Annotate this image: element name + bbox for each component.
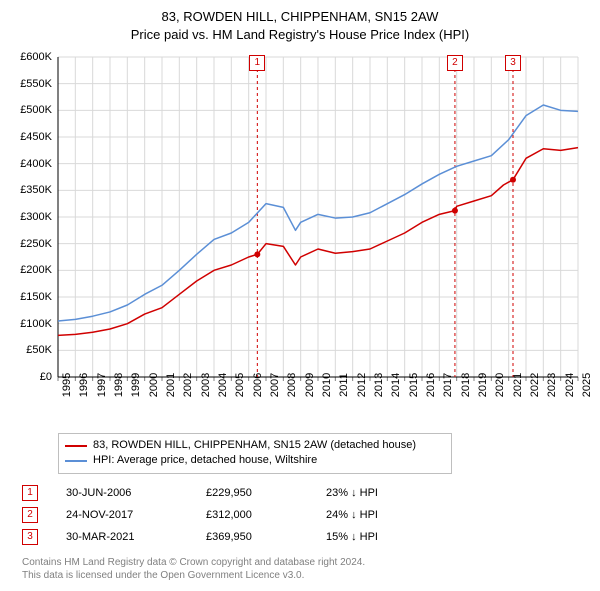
- x-axis-label: 2024: [564, 373, 576, 397]
- x-axis-label: 1996: [78, 373, 90, 397]
- y-axis-label: £400K: [10, 158, 52, 170]
- y-axis-label: £150K: [10, 291, 52, 303]
- y-axis-label: £100K: [10, 318, 52, 330]
- sales-row-delta: 15% ↓ HPI: [326, 531, 446, 543]
- sale-marker-box: 3: [505, 55, 521, 71]
- x-axis-label: 2009: [304, 373, 316, 397]
- x-axis-label: 2010: [321, 373, 333, 397]
- footer-line1: Contains HM Land Registry data © Crown c…: [22, 556, 590, 570]
- sales-row-marker: 2: [22, 507, 38, 523]
- footer-line2: This data is licensed under the Open Gov…: [22, 569, 590, 583]
- x-axis-label: 2014: [390, 373, 402, 397]
- x-axis-label: 2013: [373, 373, 385, 397]
- y-axis-label: £250K: [10, 238, 52, 250]
- sales-row-delta: 23% ↓ HPI: [326, 487, 446, 499]
- sale-marker-box: 1: [249, 55, 265, 71]
- x-axis-label: 2020: [494, 373, 506, 397]
- sales-row-marker: 1: [22, 485, 38, 501]
- footer: Contains HM Land Registry data © Crown c…: [22, 556, 590, 583]
- sale-marker-box: 2: [447, 55, 463, 71]
- legend-swatch: [65, 445, 87, 447]
- sales-row: 2 24-NOV-2017£312,00024% ↓ HPI: [22, 504, 590, 526]
- x-axis-label: 2018: [460, 373, 472, 397]
- sales-row-date: 24-NOV-2017: [66, 509, 206, 521]
- x-axis-label: 2011: [338, 373, 350, 397]
- x-axis-label: 2007: [269, 373, 281, 397]
- y-axis-label: £50K: [10, 344, 52, 356]
- x-axis-label: 2015: [408, 373, 420, 397]
- y-axis-label: £450K: [10, 131, 52, 143]
- title-line2: Price paid vs. HM Land Registry's House …: [10, 26, 590, 44]
- y-axis-label: £550K: [10, 78, 52, 90]
- x-axis-label: 1995: [61, 373, 73, 397]
- x-axis-label: 2023: [546, 373, 558, 397]
- container: 83, ROWDEN HILL, CHIPPENHAM, SN15 2AW Pr…: [0, 0, 600, 591]
- legend: 83, ROWDEN HILL, CHIPPENHAM, SN15 2AW (d…: [58, 433, 452, 474]
- sales-row-marker: 3: [22, 529, 38, 545]
- legend-swatch: [65, 460, 87, 462]
- x-axis-label: 1998: [113, 373, 125, 397]
- x-axis-label: 2017: [442, 373, 454, 397]
- y-axis-label: £500K: [10, 104, 52, 116]
- x-axis-label: 2022: [529, 373, 541, 397]
- x-axis-label: 2004: [217, 373, 229, 397]
- x-axis-label: 2005: [234, 373, 246, 397]
- chart-area: £0 £50K £100K £150K £200K £250K £300K £350K £400…: [10, 47, 590, 427]
- chart-title: 83, ROWDEN HILL, CHIPPENHAM, SN15 2AW Pr…: [10, 8, 590, 43]
- x-axis-label: 2025: [581, 373, 593, 397]
- x-axis-label: 2021: [512, 373, 524, 397]
- sales-row-delta: 24% ↓ HPI: [326, 509, 446, 521]
- x-axis-label: 1999: [130, 373, 142, 397]
- x-axis-label: 2002: [182, 373, 194, 397]
- legend-row: HPI: Average price, detached house, Wilt…: [65, 453, 445, 468]
- x-axis-label: 2006: [252, 373, 264, 397]
- y-axis-label: £350K: [10, 184, 52, 196]
- y-axis-label: £0: [10, 371, 52, 383]
- x-axis-label: 2012: [356, 373, 368, 397]
- sales-row-price: £369,950: [206, 531, 326, 543]
- sales-row: 3 30-MAR-2021£369,95015% ↓ HPI: [22, 526, 590, 548]
- legend-label: 83, ROWDEN HILL, CHIPPENHAM, SN15 2AW (d…: [93, 438, 416, 453]
- x-axis-label: 2019: [477, 373, 489, 397]
- sales-row-date: 30-MAR-2021: [66, 531, 206, 543]
- sales-row-date: 30-JUN-2006: [66, 487, 206, 499]
- plot-svg: [10, 47, 590, 427]
- sales-row: 1 30-JUN-2006£229,95023% ↓ HPI: [22, 482, 590, 504]
- x-axis-label: 2016: [425, 373, 437, 397]
- sales-table: 1 30-JUN-2006£229,95023% ↓ HPI 2 24-NOV-201…: [22, 482, 590, 548]
- y-axis-label: £300K: [10, 211, 52, 223]
- x-axis-label: 1997: [96, 373, 108, 397]
- legend-label: HPI: Average price, detached house, Wilt…: [93, 453, 317, 468]
- x-axis-label: 2001: [165, 373, 177, 397]
- x-axis-label: 2000: [148, 373, 160, 397]
- x-axis-label: 2008: [286, 373, 298, 397]
- x-axis-label: 2003: [200, 373, 212, 397]
- sales-row-price: £229,950: [206, 487, 326, 499]
- sales-row-price: £312,000: [206, 509, 326, 521]
- y-axis-label: £200K: [10, 264, 52, 276]
- y-axis-label: £600K: [10, 51, 52, 63]
- legend-row: 83, ROWDEN HILL, CHIPPENHAM, SN15 2AW (d…: [65, 438, 445, 453]
- title-line1: 83, ROWDEN HILL, CHIPPENHAM, SN15 2AW: [10, 8, 590, 26]
